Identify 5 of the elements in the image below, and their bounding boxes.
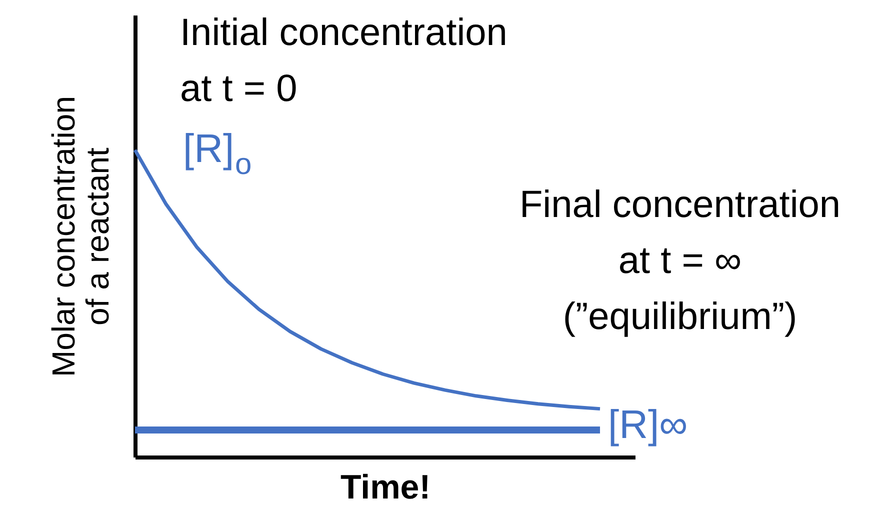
y-axis-title: Molar concentration of a reactant xyxy=(46,96,116,378)
ref-line-label: [R]∞ xyxy=(608,402,688,447)
x-axis-title: Time! xyxy=(340,468,431,506)
annotation: Final concentration at t = ∞ (”equilibrium”) xyxy=(519,184,841,338)
text: Initial concentration at t = 0 xyxy=(180,12,508,110)
